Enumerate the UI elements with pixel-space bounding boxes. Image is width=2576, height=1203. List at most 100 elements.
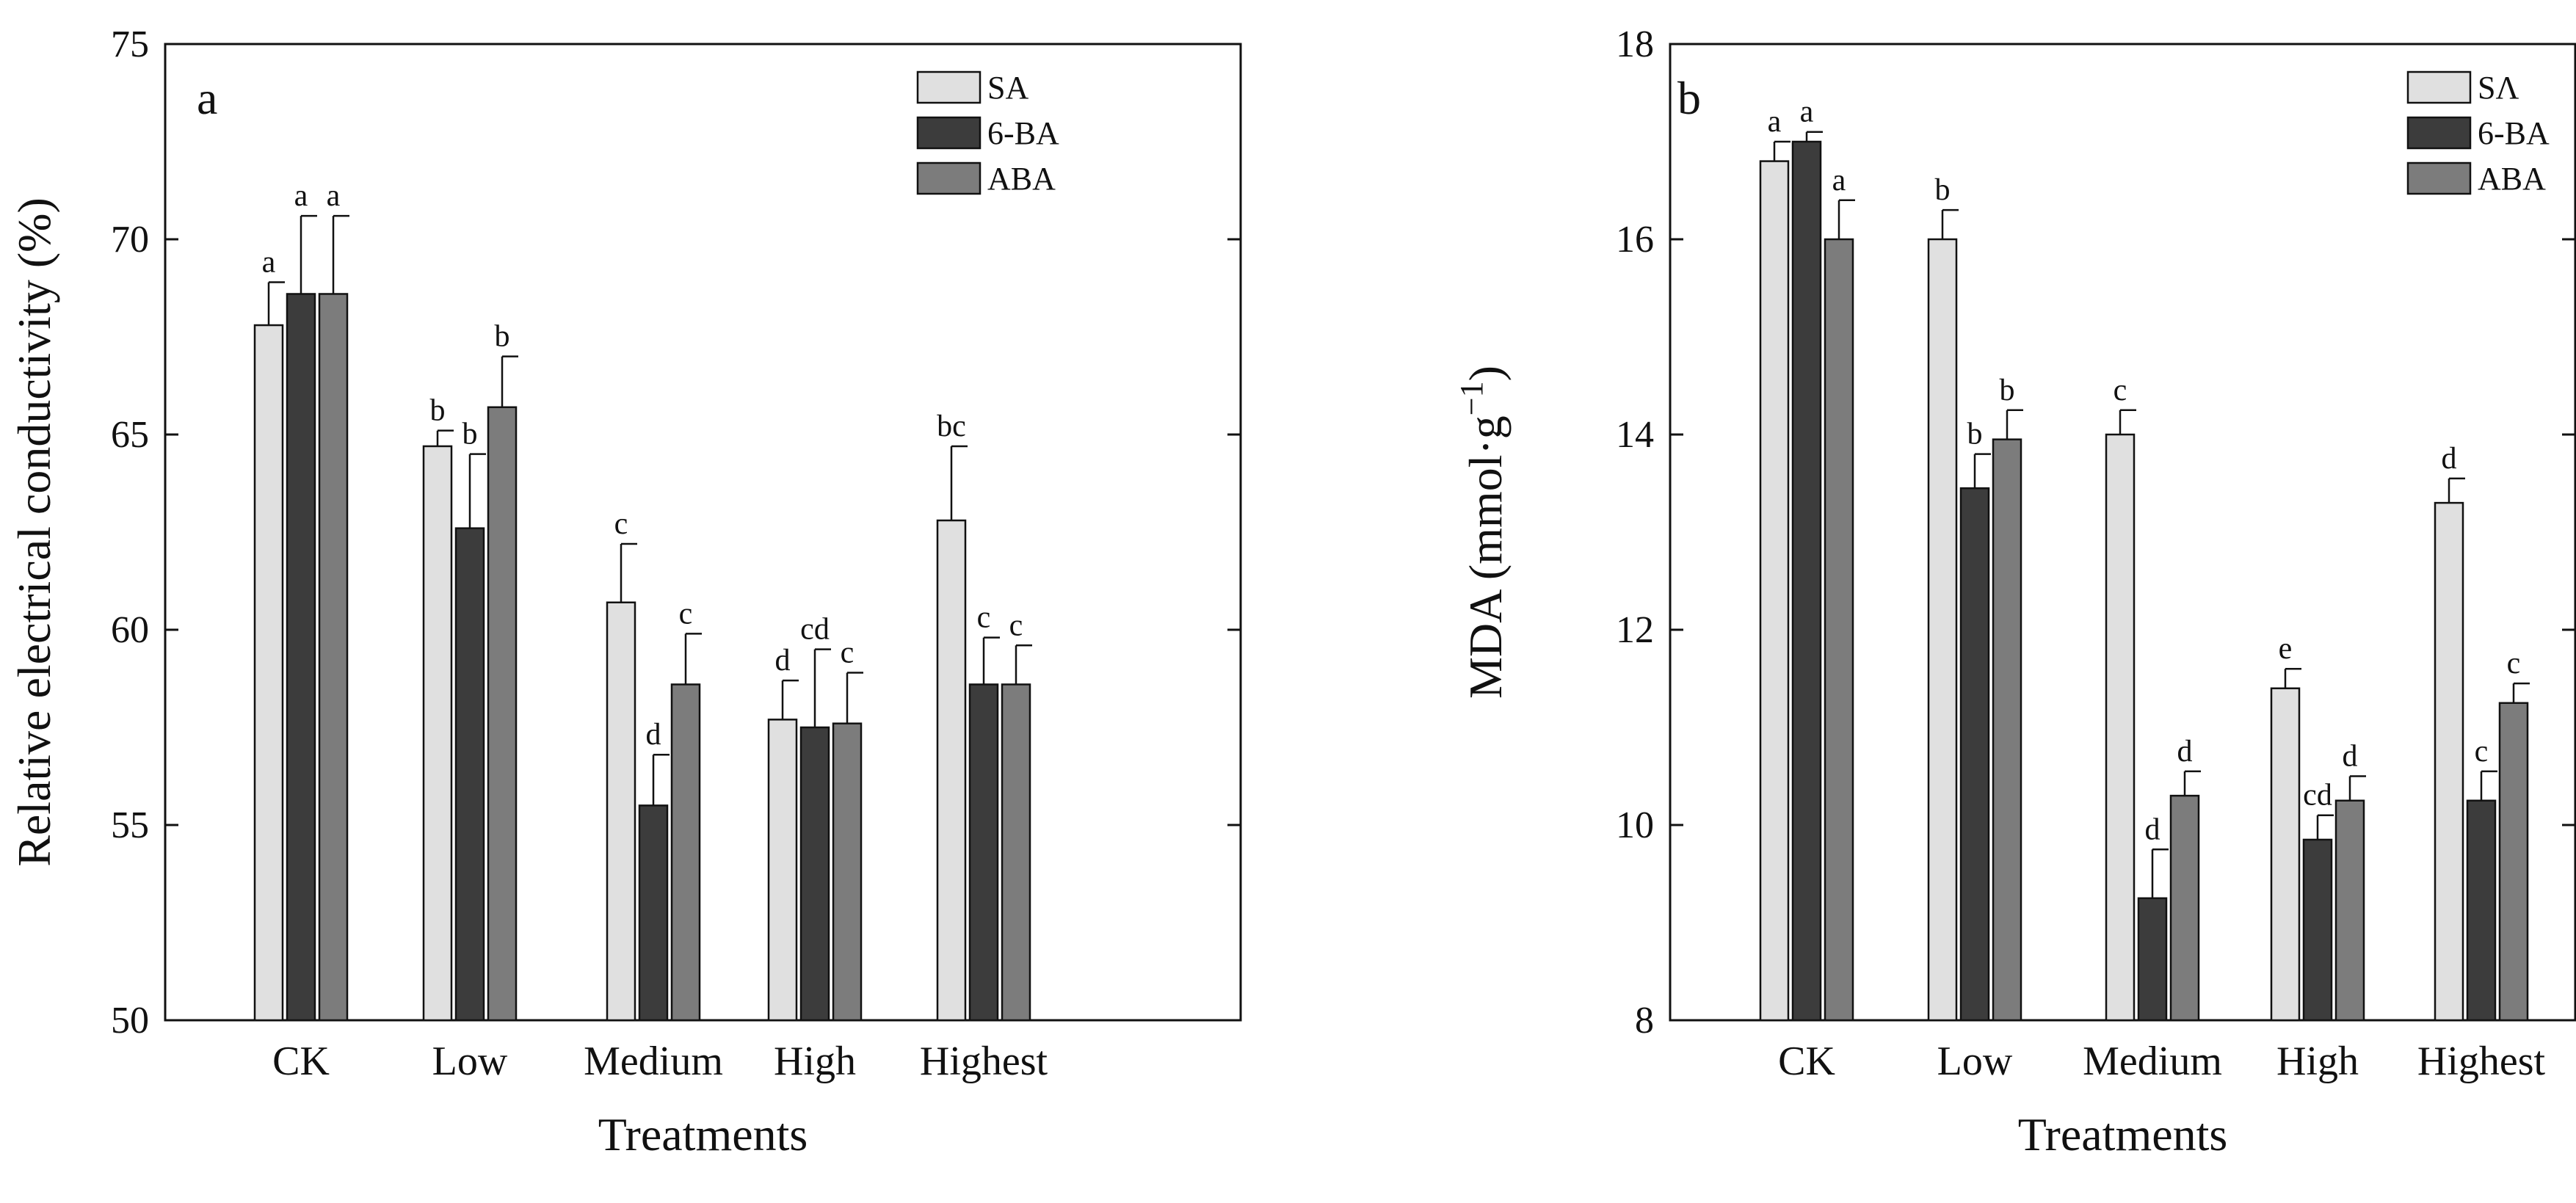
panel-letter: b: [1677, 72, 1701, 124]
x-tick-label: CK: [1778, 1039, 1835, 1084]
significance-label: c: [1009, 608, 1023, 642]
legend-swatch: [916, 161, 982, 195]
bar: [936, 519, 967, 1022]
x-tick-label: Low: [1937, 1039, 2013, 1084]
y-tick-label: 14: [1616, 414, 1654, 456]
legend-swatch: [2406, 70, 2472, 104]
x-axis-title: Treatments: [2018, 1108, 2228, 1160]
legend-label: ABA: [2478, 161, 2546, 197]
y-tick-label: 60: [111, 609, 149, 651]
significance-label: d: [2442, 442, 2457, 476]
significance-label: b: [430, 394, 446, 428]
bar: [1791, 140, 1822, 1022]
significance-label: c: [2114, 374, 2127, 407]
bar: [606, 601, 636, 1022]
x-tick-label: High: [774, 1039, 856, 1084]
significance-label: d: [2343, 740, 2358, 774]
bar: [253, 324, 284, 1022]
significance-label: bc: [937, 410, 966, 443]
bar: [2466, 799, 2497, 1022]
significance-label: c: [2507, 647, 2521, 680]
legend-label: ABA: [987, 161, 1056, 197]
y-axis-title-main: Relative electrical conductivity (%): [8, 197, 60, 867]
significance-label: c: [841, 636, 855, 670]
x-tick-label: CK: [272, 1039, 330, 1084]
bar: [670, 683, 701, 1022]
bar: [1992, 438, 2022, 1022]
significance-label: c: [977, 601, 991, 635]
x-axis-title: Treatments: [598, 1108, 808, 1160]
x-tick-label: Highest: [920, 1039, 1048, 1084]
y-tick-label: 8: [1635, 1000, 1654, 1042]
legend-label: SΛ: [2478, 70, 2519, 106]
bar: [2434, 501, 2464, 1022]
bar: [454, 527, 485, 1022]
bar: [422, 445, 453, 1022]
bar: [799, 726, 830, 1022]
significance-label: b: [495, 320, 510, 354]
y-tick-label: 55: [111, 804, 149, 846]
y-axis-title: MDA (mmol·g−1): [1454, 366, 1512, 699]
y-tick-label: 10: [1616, 804, 1654, 846]
significance-label: d: [775, 644, 791, 677]
x-tick-label: Medium: [584, 1039, 723, 1084]
y-tick-label: 75: [111, 23, 149, 65]
bar: [487, 406, 518, 1022]
significance-label: c: [614, 507, 628, 541]
plot-frame: [164, 43, 1242, 1022]
bar: [638, 804, 669, 1022]
significance-label: a: [327, 179, 341, 213]
y-axis-title-suffix: ): [1459, 366, 1512, 381]
significance-label: b: [2000, 374, 2015, 407]
y-tick-label: 12: [1616, 609, 1654, 651]
legend-label: 6-BA: [987, 115, 1059, 151]
significance-label: a: [1768, 105, 1782, 139]
y-axis-title: Relative electrical conductivity (%): [8, 197, 60, 867]
bar: [968, 683, 999, 1022]
bar: [2302, 838, 2333, 1022]
significance-label: c: [2475, 735, 2489, 768]
bar: [2105, 433, 2136, 1022]
y-tick-label: 16: [1616, 219, 1654, 261]
legend-swatch: [2406, 161, 2472, 195]
bar: [2137, 897, 2168, 1022]
bar: [1824, 238, 1854, 1022]
significance-label: cd: [2303, 779, 2332, 813]
significance-label: a: [262, 246, 276, 280]
panel-letter: a: [197, 72, 217, 124]
significance-label: a: [294, 179, 308, 213]
legend-swatch: [2406, 116, 2472, 150]
x-tick-label: Low: [432, 1039, 508, 1084]
significance-label: a: [1800, 95, 1814, 129]
y-tick-label: 65: [111, 414, 149, 456]
legend-swatch: [916, 116, 982, 150]
significance-label: a: [1832, 164, 1846, 197]
bar: [2498, 702, 2529, 1022]
significance-label: b: [1967, 418, 1983, 451]
significance-label: d: [2145, 813, 2160, 846]
legend-label: 6-BA: [2478, 115, 2550, 151]
significance-label: c: [679, 597, 693, 630]
significance-label: e: [2279, 632, 2293, 666]
y-tick-label: 18: [1616, 23, 1654, 65]
x-tick-label: Medium: [2083, 1039, 2222, 1084]
significance-label: b: [462, 418, 478, 451]
bar: [2169, 794, 2200, 1022]
y-axis-title-sup: −1: [1454, 381, 1490, 415]
legend-swatch: [916, 70, 982, 104]
significance-label: d: [646, 718, 661, 752]
legend-label: SA: [987, 70, 1028, 106]
bar: [1759, 160, 1790, 1022]
y-tick-label: 70: [111, 219, 149, 261]
bar: [1927, 238, 1958, 1022]
significance-label: cd: [800, 613, 830, 647]
bar: [286, 293, 316, 1022]
x-tick-label: High: [2276, 1039, 2359, 1084]
bar: [1001, 683, 1031, 1022]
significance-label: b: [1935, 173, 1951, 207]
bar: [318, 293, 349, 1022]
bar: [2270, 687, 2301, 1022]
significance-label: d: [2177, 735, 2193, 768]
bar: [2334, 799, 2365, 1022]
